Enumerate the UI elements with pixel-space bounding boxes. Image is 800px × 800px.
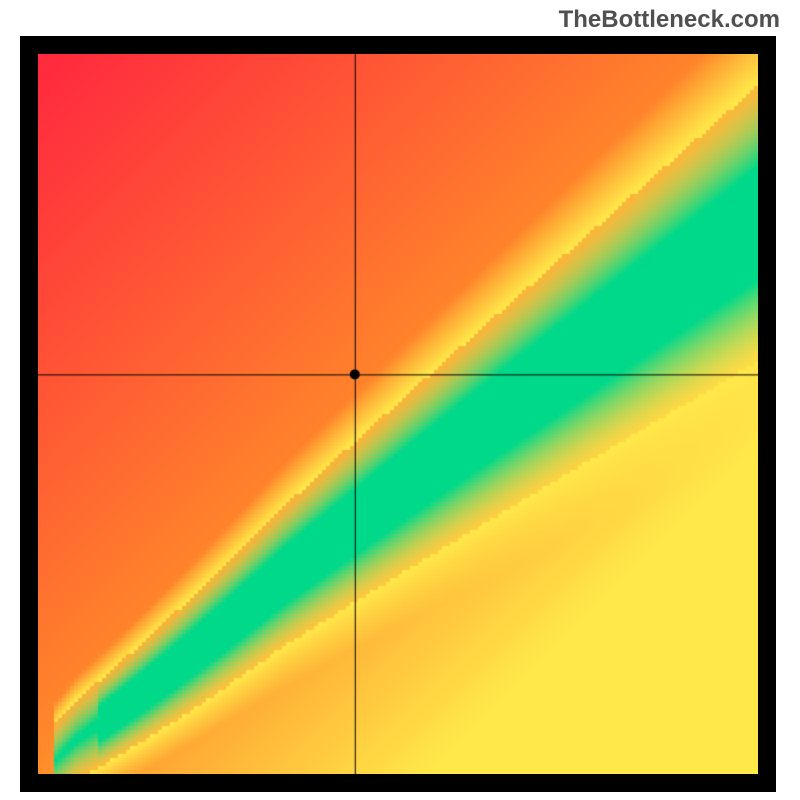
- heatmap-canvas: [38, 54, 758, 774]
- watermark-text: TheBottleneck.com: [559, 6, 780, 34]
- chart-container: TheBottleneck.com: [0, 0, 800, 800]
- chart-frame: [20, 36, 776, 792]
